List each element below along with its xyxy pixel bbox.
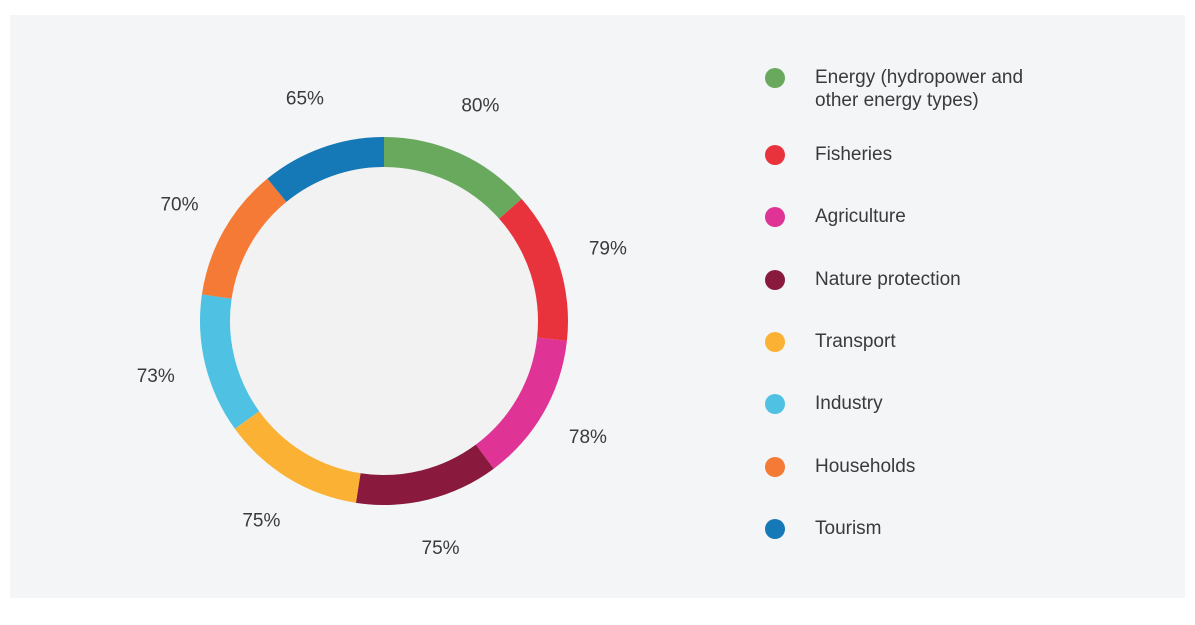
- legend-label: Transport: [815, 330, 896, 352]
- legend-swatch: [765, 68, 785, 88]
- legend-label: Energy (hydropower and other energy type…: [815, 67, 1024, 111]
- donut-segment: [355, 444, 494, 505]
- legend-item: Tourism: [765, 517, 1055, 540]
- data-label: 79%: [589, 239, 627, 260]
- legend-swatch: [765, 456, 785, 477]
- donut-segment: [234, 411, 361, 503]
- legend-label: Fisheries: [815, 144, 893, 165]
- legend-label: Households: [815, 455, 916, 477]
- legend-swatch: [765, 207, 785, 228]
- donut-segment: [475, 337, 567, 469]
- donut-segment: [267, 137, 384, 202]
- legend-item: Households: [765, 455, 1055, 478]
- legend-item: Fisheries: [765, 143, 1055, 166]
- legend-swatch: [765, 331, 785, 352]
- legend-swatch: [765, 269, 785, 290]
- data-label: 65%: [286, 89, 324, 110]
- data-label: 73%: [137, 366, 175, 387]
- data-label: 75%: [242, 510, 280, 531]
- legend-label: Nature protection: [815, 268, 961, 290]
- legend-swatch: [765, 394, 785, 415]
- legend-item: Energy (hydropower and other energy type…: [765, 66, 1055, 112]
- legend-label: Industry: [815, 393, 883, 415]
- donut-segment: [200, 294, 260, 429]
- donut-segment: [499, 198, 569, 341]
- legend-item: Industry: [765, 392, 1055, 415]
- legend-label: Agriculture: [815, 206, 906, 228]
- legend-item: Transport: [765, 330, 1055, 353]
- data-label: 80%: [461, 96, 499, 117]
- donut-segment: [384, 137, 522, 219]
- donut-hole: [230, 167, 538, 475]
- legend-label: Tourism: [815, 517, 882, 539]
- legend-item: Nature protection: [765, 268, 1055, 291]
- donut-segment: [201, 178, 287, 299]
- legend-item: Agriculture: [765, 205, 1055, 228]
- data-label: 75%: [422, 538, 460, 559]
- data-label: 70%: [160, 194, 198, 215]
- legend-swatch: [765, 518, 785, 539]
- data-label: 78%: [569, 427, 607, 448]
- legend-swatch: [765, 145, 785, 165]
